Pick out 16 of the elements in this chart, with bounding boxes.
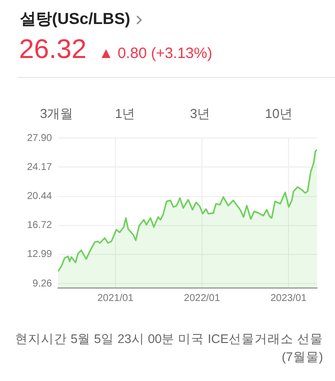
y-tick-label: 24.17 (26, 162, 52, 173)
x-tick-label: 2023/01 (270, 292, 308, 304)
text: 현지시간 5월 5일 23시 00분 미국 ICE선물거래소 선물(7월물) (15, 331, 323, 366)
x-tick-label: 2021/01 (97, 292, 134, 304)
y-tick-label: 12.99 (26, 249, 52, 260)
text: 3년 (190, 105, 210, 123)
text: 3개월 (40, 105, 74, 123)
y-tick-label: 27.90 (26, 132, 52, 144)
chart-title: 설탕(USc/LBS) (20, 10, 130, 30)
text: 10년 (265, 105, 292, 123)
y-tick-label: 16.72 (26, 220, 52, 232)
y-tick-label: 20.44 (26, 191, 52, 202)
y-tick-label: 9.26 (32, 278, 52, 290)
text: 1년 (115, 105, 136, 123)
chart-subtitle: 26.32 ▲ 0.80 (+3.13%) (19, 34, 212, 64)
x-tick-label: 2022/01 (184, 292, 220, 304)
